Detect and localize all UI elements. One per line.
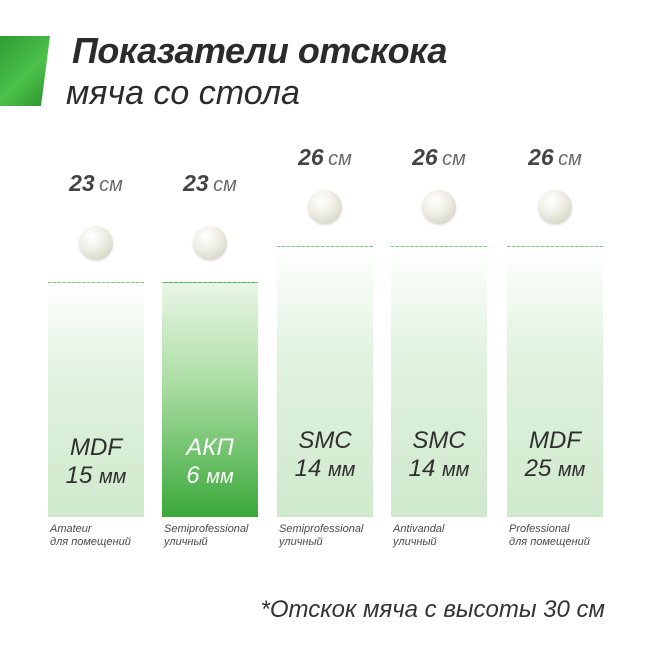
bar <box>162 282 258 517</box>
footnote: *Отскок мяча с высоты 30 см <box>260 596 605 623</box>
bar <box>507 246 603 517</box>
bar <box>391 246 487 517</box>
bar <box>48 282 144 517</box>
ball-icon <box>193 226 227 260</box>
bar <box>277 246 373 517</box>
category-label: Semiprofessional уличный <box>164 523 249 548</box>
ball-icon <box>538 190 572 224</box>
height-label: 26 см <box>528 144 582 170</box>
height-label: 23 см <box>183 170 237 196</box>
bar-label: MDF 25 мм <box>524 427 586 482</box>
category-label: Amateur для помещений <box>50 523 131 548</box>
ball-icon <box>79 226 113 260</box>
height-label: 26 см <box>412 144 466 170</box>
page-subtitle: мяча со стола <box>66 74 300 112</box>
height-label: 26 см <box>298 144 352 170</box>
bar-label: SMC 14 мм <box>294 427 356 482</box>
height-label: 23 см <box>69 170 123 196</box>
category-label: Semiprofessional уличный <box>279 523 364 548</box>
ball-icon <box>422 190 456 224</box>
page-title: Показатели отскока <box>72 30 447 71</box>
category-label: Professional для помещений <box>509 523 590 548</box>
bar-label: SMC 14 мм <box>408 427 470 482</box>
ball-icon <box>308 190 342 224</box>
category-label: Antivandal уличный <box>393 523 445 548</box>
bar-label: MDF 15 мм <box>65 434 127 489</box>
bar-label: АКП 6 мм <box>186 434 234 489</box>
green-accent-shape <box>0 36 50 106</box>
